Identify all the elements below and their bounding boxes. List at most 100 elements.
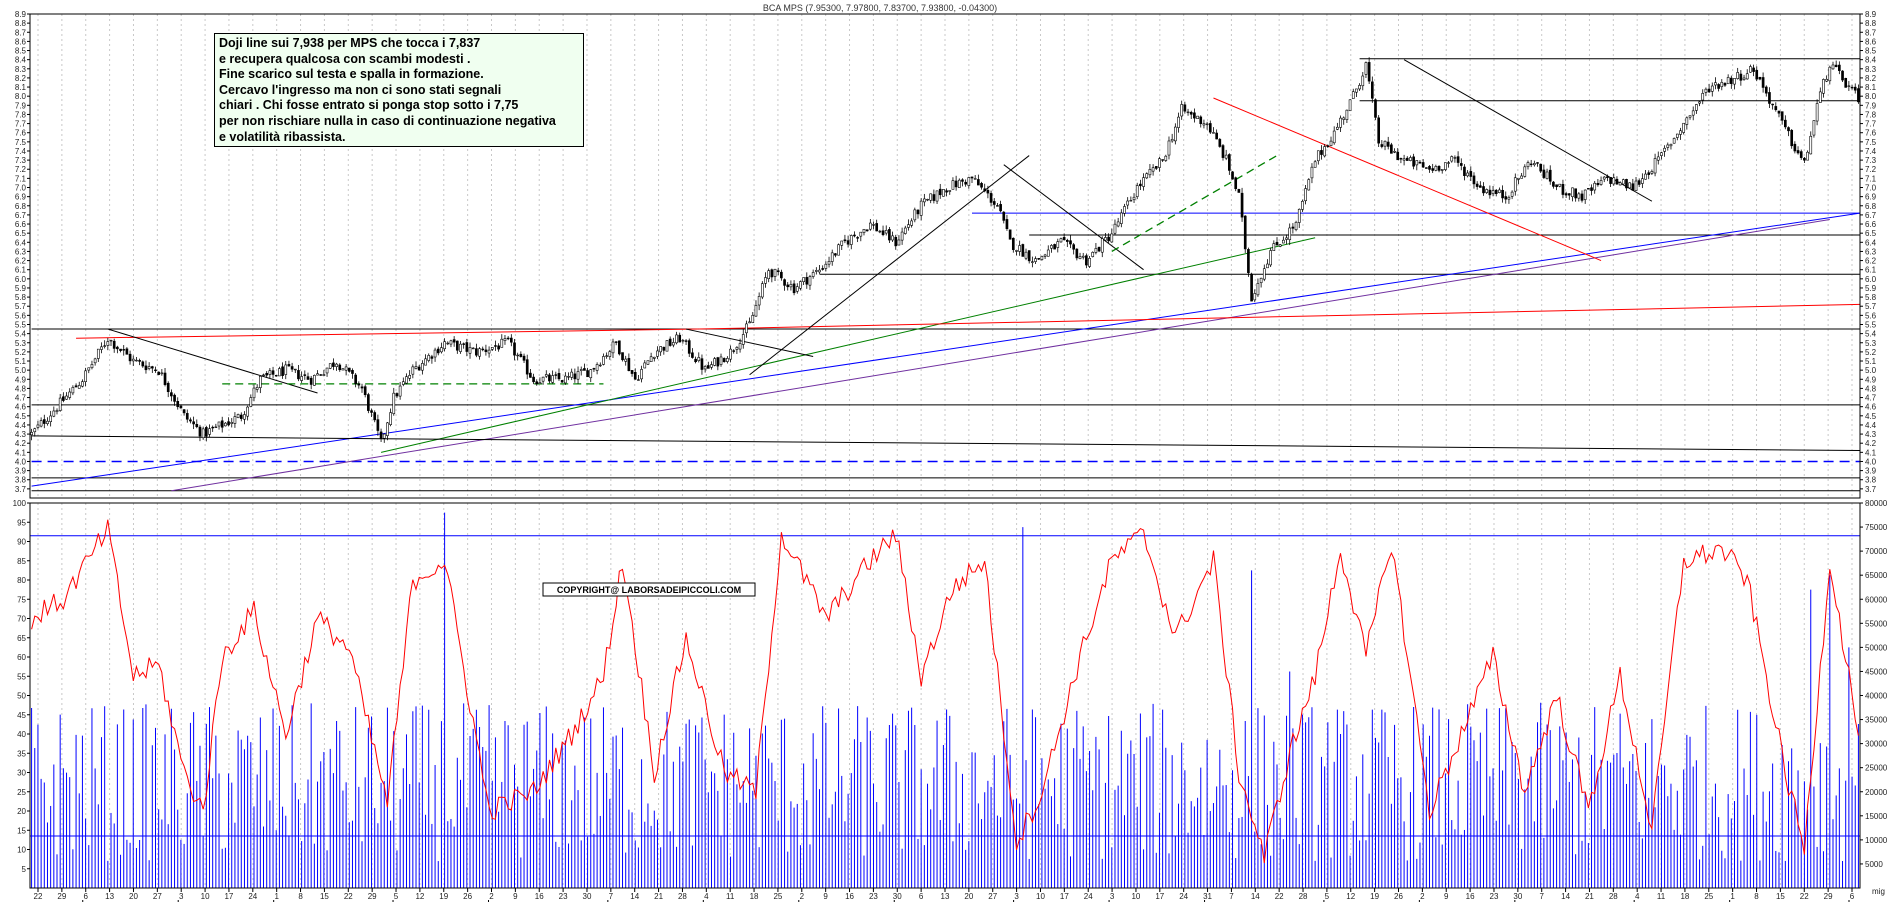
y-tick-label-right: 6.9 xyxy=(1865,193,1877,202)
candle-body xyxy=(446,342,450,345)
candle-body xyxy=(84,370,87,383)
y-tick-label-right: 3.7 xyxy=(1865,485,1877,494)
candle-body xyxy=(986,190,990,194)
candle-body xyxy=(665,340,669,352)
price-panel xyxy=(30,57,1861,492)
candle-body xyxy=(1027,250,1031,262)
candle-body xyxy=(1729,77,1733,84)
candle-body xyxy=(1539,163,1543,172)
candle-body xyxy=(624,358,628,362)
x-tick-label: 27 xyxy=(153,892,162,901)
candle-body xyxy=(942,189,945,197)
candle-body xyxy=(1822,79,1825,94)
candle-body xyxy=(268,370,272,375)
candle-body xyxy=(738,343,742,350)
candle-body xyxy=(513,342,516,356)
candle-body xyxy=(792,283,796,294)
y-tick-label-right: 4.1 xyxy=(1865,448,1877,457)
candle-body xyxy=(170,392,173,397)
x-tick-label: 25 xyxy=(1704,892,1713,901)
candle-body xyxy=(1037,258,1041,260)
trendline xyxy=(685,328,814,357)
candle-body xyxy=(668,338,672,346)
candle-body xyxy=(424,358,427,366)
candle-body xyxy=(236,414,240,418)
y-tick-label-right: 6.8 xyxy=(1865,202,1877,211)
y-tick-label-right: 8.8 xyxy=(1865,19,1877,28)
candle-body xyxy=(1637,180,1641,185)
candle-body xyxy=(1107,236,1110,242)
candle-body xyxy=(1320,150,1323,155)
candle-body xyxy=(1533,163,1536,166)
candle-body xyxy=(1291,226,1295,229)
y-tick-label-right: 7.7 xyxy=(1865,120,1877,129)
volume-tick-label: 80000 xyxy=(1865,499,1888,508)
candle-body xyxy=(344,366,348,371)
x-tick-label: 18 xyxy=(750,892,759,901)
candle-body xyxy=(405,376,408,384)
y-tick-label-right: 6.6 xyxy=(1865,220,1877,229)
candle-body xyxy=(1294,221,1298,230)
x-tick-label: 10 xyxy=(1131,892,1140,901)
candle-body xyxy=(1450,156,1454,162)
y-tick-label-left: 8.7 xyxy=(15,28,27,37)
candle-body xyxy=(840,240,844,246)
candle-body xyxy=(1081,255,1085,258)
candle-body xyxy=(214,426,218,429)
candle-body xyxy=(907,224,910,228)
y-tick-label-left: 7.6 xyxy=(15,129,27,138)
candle-body xyxy=(1110,233,1114,243)
candle-body xyxy=(1412,156,1415,167)
candle-body xyxy=(1615,178,1619,185)
y-tick-label-left: 5.9 xyxy=(15,284,27,293)
candle-body xyxy=(656,350,659,357)
candle-body xyxy=(157,371,161,375)
candle-body xyxy=(141,361,145,367)
candle-body xyxy=(182,409,186,414)
candle-body xyxy=(687,340,691,354)
x-tick-label: 29 xyxy=(368,892,377,901)
candle-body xyxy=(999,204,1002,212)
note-line: Doji line sui 7,938 per MPS che tocca i … xyxy=(219,36,481,50)
candle-body xyxy=(780,271,783,279)
y-tick-label-right: 8.5 xyxy=(1865,47,1877,56)
candle-body xyxy=(1034,258,1037,262)
candle-body xyxy=(1780,111,1784,121)
volume-tick-label: 55000 xyxy=(1865,619,1888,628)
candle-body xyxy=(1062,237,1066,241)
osc-tick-label: 70 xyxy=(17,615,26,624)
candle-body xyxy=(872,224,875,226)
y-tick-label-left: 7.2 xyxy=(15,165,27,174)
candle-body xyxy=(1796,150,1800,154)
x-tick-label: 8 xyxy=(1754,892,1759,901)
candle-body xyxy=(929,193,933,201)
x-tick-label: 6 xyxy=(1850,892,1855,901)
candle-body xyxy=(1844,77,1848,88)
candle-body xyxy=(586,370,589,378)
candle-body xyxy=(414,366,418,369)
candle-body xyxy=(116,346,119,350)
candle-body xyxy=(843,239,847,242)
candle-body xyxy=(322,374,326,376)
y-tick-label-right: 6.0 xyxy=(1865,275,1877,284)
candle-body xyxy=(621,352,624,361)
candle-body xyxy=(1491,190,1495,195)
candle-body xyxy=(150,366,154,369)
candle-body xyxy=(185,413,189,420)
candle-body xyxy=(1402,158,1406,161)
y-tick-label-right: 4.8 xyxy=(1865,384,1877,393)
candle-body xyxy=(1440,169,1444,171)
x-tick-label: 5 xyxy=(394,892,399,901)
candle-body xyxy=(1202,123,1206,126)
candle-body xyxy=(1151,167,1155,172)
candle-body xyxy=(455,340,459,351)
y-tick-label-right: 6.7 xyxy=(1865,211,1877,220)
candle-body xyxy=(484,349,488,352)
candle-body xyxy=(179,405,183,409)
candle-body xyxy=(637,379,640,381)
candle-body xyxy=(814,270,818,272)
candle-body xyxy=(726,358,729,362)
candle-body xyxy=(1774,106,1778,111)
candle-body xyxy=(1631,183,1635,191)
candle-body xyxy=(1602,176,1606,180)
